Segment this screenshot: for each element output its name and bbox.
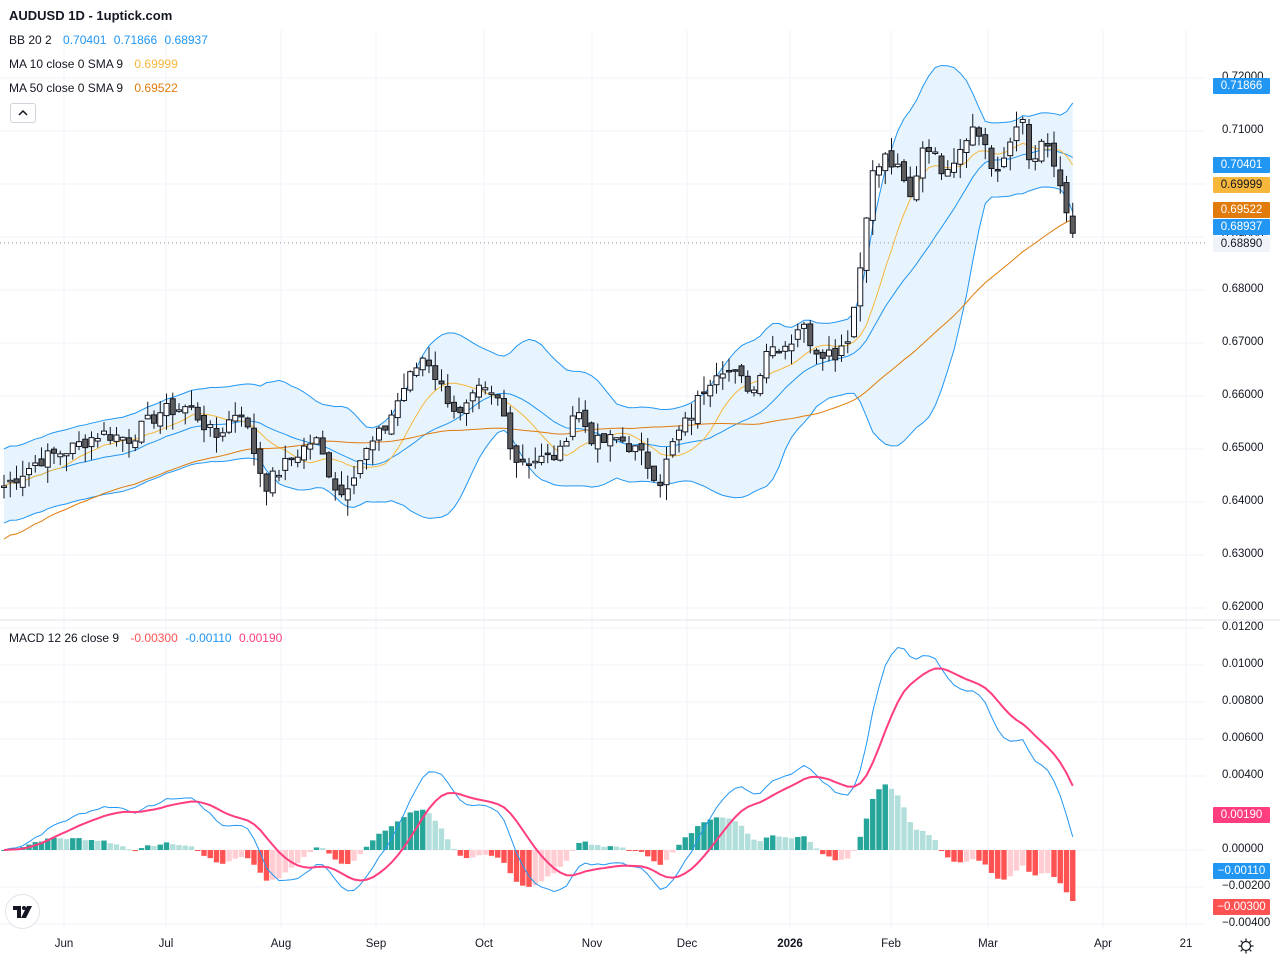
bb-upper-line [3, 64, 1074, 450]
chevron-up-icon [18, 110, 28, 116]
collapse-legend-button[interactable] [10, 103, 36, 123]
time-label: Nov [581, 938, 603, 950]
signal-line [3, 667, 1074, 882]
time-label: 21 [1179, 938, 1193, 950]
legend-ma10-value: 0.69999 [134, 57, 178, 71]
time-label: Jun [54, 938, 74, 950]
legend-macd[interactable]: MACD 12 26 close 9 -0.00300 -0.00110 0.0… [9, 631, 282, 645]
macd-tick: 0.01000 [1222, 658, 1264, 670]
price-tag: 0.69999 [1213, 177, 1270, 193]
bb-lower-line [3, 186, 1074, 524]
legend-bb-basis: 0.70401 [63, 33, 107, 47]
price-tick: 0.67000 [1222, 336, 1264, 348]
macd-tick: 0.01200 [1222, 621, 1264, 633]
legend-bb[interactable]: BB 20 2 0.70401 0.71866 0.68937 [9, 33, 208, 47]
price-tag: 0.68937 [1213, 219, 1270, 235]
price-tag: 0.68890 [1213, 236, 1270, 252]
price-tick: 0.66000 [1222, 389, 1264, 401]
tradingview-logo-icon [12, 905, 32, 918]
time-label: Mar [978, 938, 998, 950]
price-tick: 0.71000 [1222, 124, 1264, 136]
macd-tick: 0.00000 [1222, 843, 1264, 855]
legend-macd-histogram: -0.00300 [130, 631, 178, 645]
legend-bb-label: BB 20 2 [9, 33, 52, 47]
legend-bb-upper: 0.71866 [113, 33, 158, 47]
bb-basis-line [3, 149, 1073, 487]
price-tick: 0.68000 [1222, 283, 1264, 295]
time-label: Jul [158, 938, 174, 950]
time-label: 2026 [777, 938, 803, 950]
macd-line [3, 647, 1074, 893]
macd-tag: −0.00110 [1213, 863, 1270, 879]
time-label: Feb [881, 938, 901, 950]
price-tick: 0.62000 [1222, 601, 1264, 613]
time-label: Dec [676, 938, 698, 950]
price-tag: 0.69522 [1213, 202, 1270, 218]
time-label: Sep [365, 938, 387, 950]
legend-macd-label: MACD 12 26 close 9 [9, 631, 120, 645]
legend-macd-line: -0.00110 [185, 631, 232, 645]
time-label: Oct [475, 938, 493, 950]
legend-bb-lower: 0.68937 [164, 33, 208, 47]
price-tag: 0.71866 [1213, 78, 1270, 94]
legend-ma50-label: MA 50 close 0 SMA 9 [9, 81, 124, 95]
macd-tick: 0.00400 [1222, 769, 1264, 781]
price-tag: 0.70401 [1213, 157, 1270, 173]
settings-gear-icon[interactable] [1238, 938, 1254, 954]
ma50-line [3, 218, 1073, 540]
macd-tag: 0.00190 [1213, 807, 1270, 823]
price-tick: 0.63000 [1222, 548, 1264, 560]
time-label: Apr [1094, 938, 1112, 950]
time-label: Aug [270, 938, 292, 950]
legend-ma50[interactable]: MA 50 close 0 SMA 9 0.69522 [9, 81, 178, 95]
macd-tick: 0.00600 [1222, 732, 1264, 744]
legend-macd-signal: 0.00190 [238, 631, 283, 645]
price-tick: 0.64000 [1222, 495, 1264, 507]
legend-ma50-value: 0.69522 [134, 81, 178, 95]
macd-tick: −0.00400 [1222, 917, 1271, 929]
legend-ma10[interactable]: MA 10 close 0 SMA 9 0.69999 [9, 57, 178, 71]
bollinger-bands [3, 64, 1074, 524]
price-tick: 0.65000 [1222, 442, 1264, 454]
tradingview-logo[interactable] [5, 894, 40, 929]
macd-tick: −0.00200 [1222, 880, 1271, 892]
legend-ma10-label: MA 10 close 0 SMA 9 [9, 57, 124, 71]
macd-tag: −0.00300 [1213, 899, 1270, 915]
candles [1, 111, 1076, 516]
chart-title: AUDUSD 1D - 1uptick.com [9, 8, 173, 23]
macd-tick: 0.00800 [1222, 695, 1264, 707]
